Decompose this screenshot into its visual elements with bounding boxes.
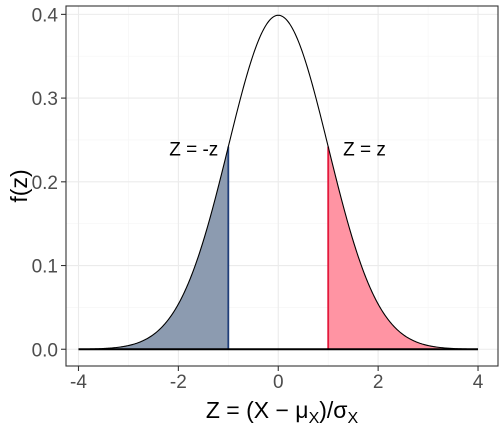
shaded-tail-area <box>328 146 479 350</box>
y-tick-label: 0.0 <box>32 340 58 361</box>
shaded-areas <box>78 146 479 350</box>
x-tick-label: 2 <box>373 372 384 393</box>
y-axis-title: f(z) <box>6 169 32 202</box>
shaded-tail-area <box>78 146 229 350</box>
y-tick-label: 0.4 <box>32 5 59 26</box>
x-tick-label: 4 <box>473 372 484 393</box>
density-curve <box>78 14 479 351</box>
x-tick-label: 0 <box>273 372 284 393</box>
panel-border <box>65 5 499 367</box>
annotations: Z = -z Z = z <box>169 139 386 160</box>
density-curve-line <box>78 14 479 350</box>
x-tick-label: -2 <box>170 372 187 393</box>
x-axis-title-subscript: X <box>347 410 358 427</box>
y-tick-label: 0.2 <box>32 173 58 194</box>
y-tick-label: 0.3 <box>32 89 58 110</box>
x-axis-title-part: Z = (X − μ <box>206 397 309 423</box>
cutoff-annotation: Z = z <box>343 139 386 160</box>
x-axis-title: Z = (X − μX)/σX <box>206 397 359 427</box>
x-tick-label: -4 <box>70 372 87 393</box>
x-axis-title-subscript: X <box>309 410 320 427</box>
y-tick-label: 0.1 <box>32 257 58 278</box>
axis-ticks: -4 -2 0 2 4 0.0 0.1 0.2 0.3 0.4 <box>32 5 484 393</box>
cutoff-annotation: Z = -z <box>169 139 218 160</box>
x-axis-title-part: )/σ <box>319 397 347 423</box>
grid-lines <box>66 6 498 366</box>
